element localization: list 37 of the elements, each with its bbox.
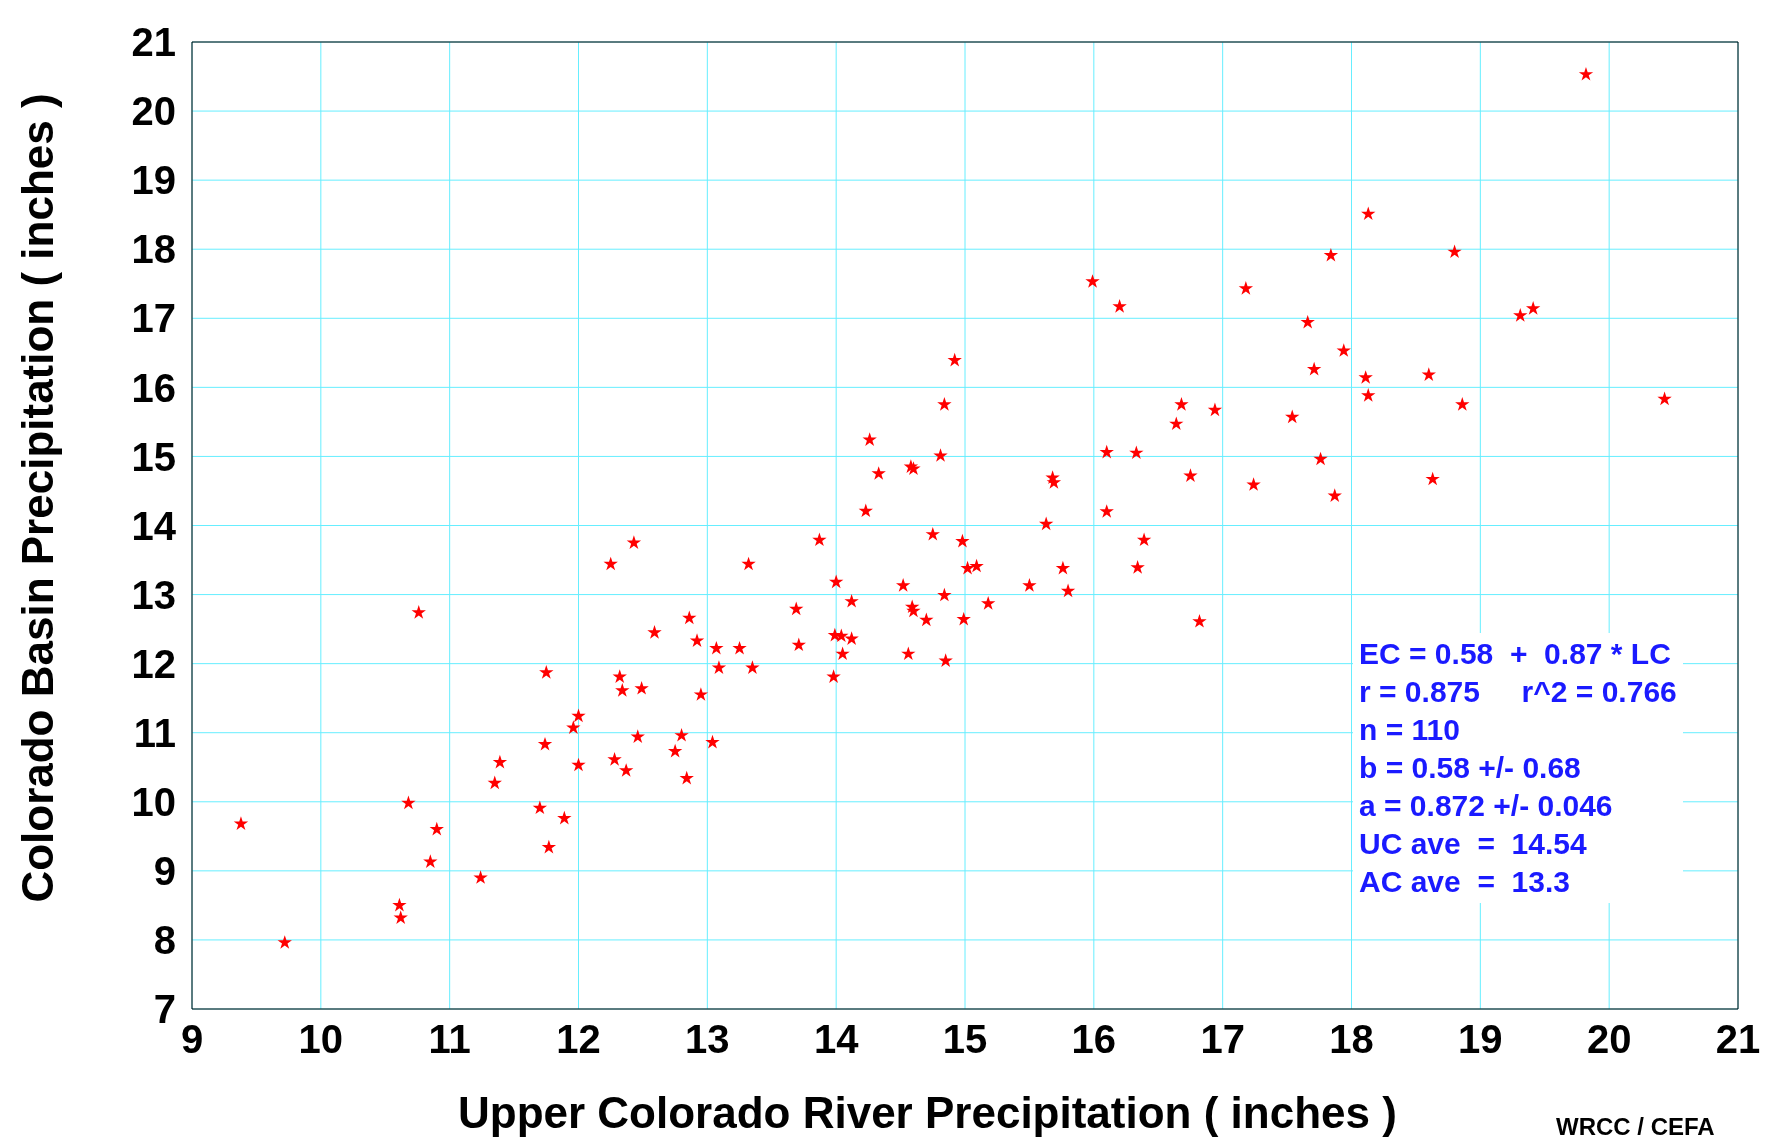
annotation: n = 110 bbox=[1359, 712, 1461, 748]
x-tick-label: 12 bbox=[556, 1017, 601, 1062]
y-tick-label: 12 bbox=[131, 641, 176, 686]
y-tick-label: 14 bbox=[131, 503, 177, 548]
y-tick-label: 16 bbox=[131, 365, 176, 410]
y-tick-label: 20 bbox=[131, 89, 176, 134]
y-tick-label: 21 bbox=[131, 20, 176, 65]
x-tick-label: 11 bbox=[428, 1017, 471, 1062]
annotation: a = 0.872 +/- 0.046 bbox=[1359, 788, 1614, 824]
x-tick-label: 17 bbox=[1200, 1017, 1245, 1062]
annotation: AC ave = 13.3 bbox=[1359, 864, 1571, 900]
annotation: r = 0.875 r^2 = 0.766 bbox=[1359, 674, 1677, 710]
x-tick-label: 16 bbox=[1071, 1017, 1117, 1062]
y-tick-label: 11 bbox=[133, 710, 176, 755]
y-tick-label: 10 bbox=[131, 779, 176, 824]
x-tick-label: 21 bbox=[1715, 1017, 1761, 1062]
x-tick-label: 18 bbox=[1329, 1017, 1374, 1062]
y-tick-label: 18 bbox=[131, 227, 176, 272]
y-tick-label: 19 bbox=[131, 158, 176, 203]
x-tick-label: 13 bbox=[685, 1017, 730, 1062]
annotation: b = 0.58 +/- 0.68 bbox=[1359, 750, 1582, 786]
y-tick-label: 8 bbox=[153, 918, 176, 963]
annotation: UC ave = 14.54 bbox=[1359, 826, 1588, 862]
y-axis-title: Colorado Basin Precipitation ( inches ) bbox=[13, 93, 63, 903]
y-tick-label: 17 bbox=[131, 296, 176, 341]
y-tick-label: 7 bbox=[153, 987, 176, 1032]
y-tick-label: 13 bbox=[131, 572, 176, 617]
y-tick-label: 15 bbox=[131, 434, 176, 479]
x-axis-title: Upper Colorado River Precipitation ( inches ) bbox=[458, 1088, 1397, 1138]
x-tick-label: 10 bbox=[298, 1017, 344, 1062]
x-tick-label: 15 bbox=[942, 1017, 988, 1062]
y-tick-label: 9 bbox=[153, 849, 176, 894]
text: WRCC / CEFA bbox=[1556, 1113, 1715, 1141]
annotation: EC = 0.58 + 0.87 * LC bbox=[1359, 636, 1672, 672]
x-tick-label: 20 bbox=[1586, 1017, 1632, 1062]
x-tick-label: 19 bbox=[1458, 1017, 1503, 1062]
x-tick-label: 14 bbox=[813, 1017, 860, 1062]
